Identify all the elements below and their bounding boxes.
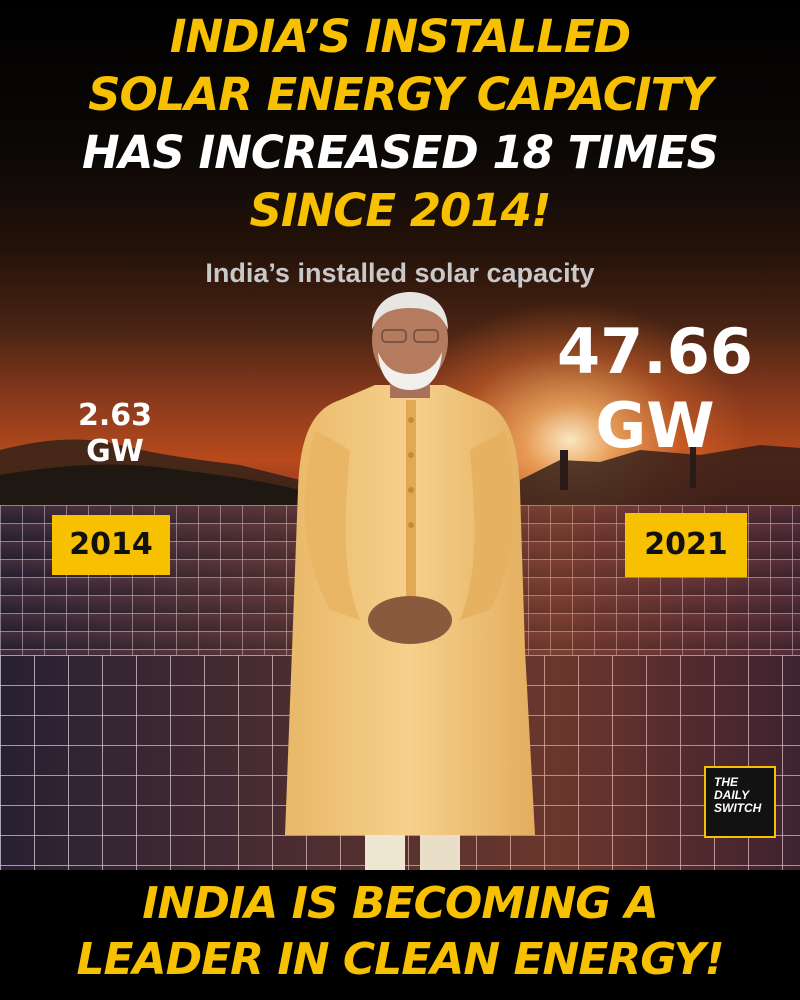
capacity-2021-value: 47.66 [556, 315, 754, 388]
headline-line-1: INDIA’S INSTALLED [169, 10, 631, 63]
year-badge-2021: 2021 [625, 513, 747, 577]
headline-line-4: SINCE 2014! [249, 184, 551, 237]
footer-line-2: LEADER IN CLEAN ENERGY! [76, 934, 724, 985]
person-illustration [285, 292, 535, 870]
headline: INDIA’S INSTALLED SOLAR ENERGY CAPACITY … [0, 8, 800, 240]
the-daily-switch-logo: THE DAILY SWITCH [704, 766, 776, 838]
logo-line-1: THE [714, 775, 738, 789]
headline-line-2: SOLAR ENERGY CAPACITY [88, 68, 713, 121]
year-badge-2014: 2014 [52, 515, 170, 575]
footer-banner: INDIA IS BECOMING A LEADER IN CLEAN ENER… [0, 870, 800, 1000]
headline-line-3: HAS INCREASED 18 TIMES [81, 126, 719, 179]
capacity-2021: 47.66 GW [540, 315, 770, 463]
subtitle: India’s installed solar capacity [205, 258, 595, 288]
capacity-2014: 2.63 GW [40, 398, 190, 470]
capacity-2014-unit: GW [86, 434, 144, 469]
capacity-2021-unit: GW [595, 389, 715, 462]
footer-line-1: INDIA IS BECOMING A [142, 878, 659, 929]
logo-line-2: DAILY [714, 788, 750, 802]
capacity-2014-value: 2.63 [77, 398, 153, 433]
logo-line-3: SWITCH [714, 801, 762, 815]
